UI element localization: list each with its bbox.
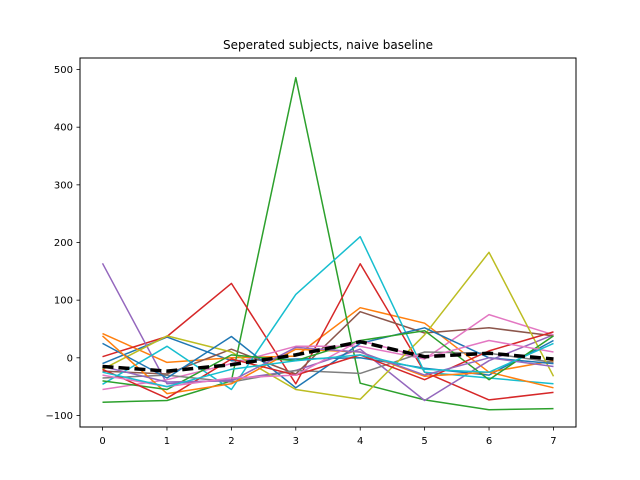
x-tick-label: 5: [421, 436, 427, 447]
y-tick-label: 100: [54, 296, 73, 307]
series-line-6: [102, 310, 554, 375]
ticks-layer: 0 1 2 3 4 5 6 7 −100 0 100 200 300 400 500: [46, 65, 557, 447]
y-tick-label: 400: [54, 123, 73, 134]
series-line-17: [102, 342, 554, 388]
series-line-14: [102, 331, 554, 399]
y-tick-label: −100: [46, 411, 73, 422]
series-line-7: [102, 313, 554, 391]
series-layer: [101, 76, 555, 411]
series-line-2: [102, 306, 554, 373]
x-tick-label: 7: [550, 436, 556, 447]
x-tick-label: 2: [228, 436, 234, 447]
plot-frame: [79, 57, 577, 428]
series-line-4: [102, 263, 554, 401]
series-line-3: [102, 76, 554, 411]
series-line-9: [102, 251, 555, 401]
x-tick-label: 3: [293, 436, 299, 447]
y-tick-label: 0: [67, 353, 73, 364]
y-tick-label: 300: [54, 180, 73, 191]
x-tick-label: 4: [357, 436, 363, 447]
series-line-10: [102, 235, 554, 391]
chart-title: Seperated subjects, naive baseline: [223, 38, 433, 52]
y-tick-label: 500: [54, 65, 73, 76]
x-tick-label: 0: [99, 436, 105, 447]
series-line-mean: [102, 339, 554, 373]
x-tick-label: 6: [486, 436, 492, 447]
x-tick-label: 1: [164, 436, 170, 447]
y-tick-label: 200: [54, 238, 73, 249]
